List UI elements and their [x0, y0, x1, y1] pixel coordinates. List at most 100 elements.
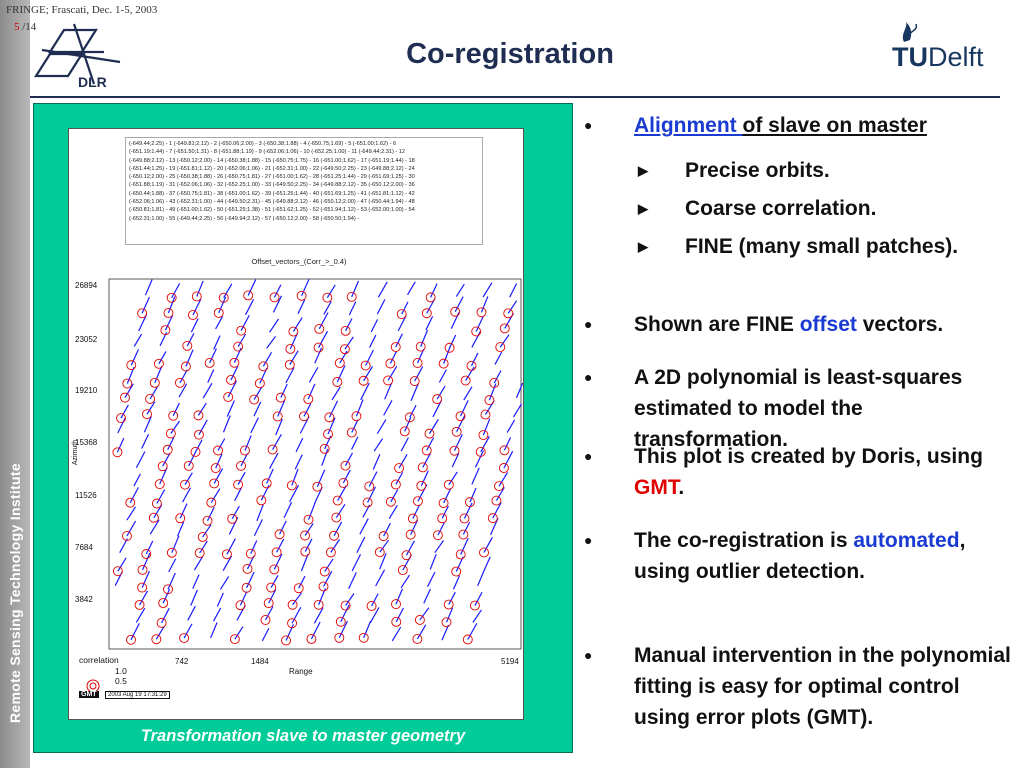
offset-vector	[351, 436, 359, 450]
offset-vector	[126, 520, 137, 537]
offset-vector	[192, 298, 202, 316]
offset-vector	[410, 383, 419, 401]
correlation-circle	[227, 513, 238, 524]
bullet-text: Shown are FINE	[634, 313, 800, 336]
offset-vector	[190, 318, 199, 333]
offset-vector	[387, 365, 398, 381]
correlation-circle	[261, 478, 272, 489]
offset-word: offset	[799, 313, 857, 336]
offset-vector	[321, 448, 329, 466]
correlation-circle	[331, 512, 342, 523]
offset-vector	[445, 607, 454, 623]
correlation-circle	[137, 308, 148, 319]
offset-vector	[240, 314, 250, 331]
offset-vector	[420, 470, 429, 487]
offset-vector	[370, 319, 379, 333]
x-axis-label: Range	[289, 667, 313, 676]
offset-vector	[401, 301, 409, 315]
offset-vector	[342, 469, 351, 484]
offset-vector	[219, 576, 230, 590]
offset-vector	[405, 540, 415, 556]
correlation-circle	[322, 292, 333, 303]
offset-vector	[441, 624, 449, 641]
offset-vector	[179, 369, 188, 384]
correlation-circle	[194, 429, 204, 440]
offset-vector	[420, 329, 429, 347]
offset-vector	[453, 434, 463, 451]
correlation-circle	[465, 497, 475, 508]
correlation-circle	[293, 583, 304, 594]
offset-vector	[493, 370, 502, 384]
alignment-link[interactable]: Alignment	[634, 114, 743, 137]
offset-vector	[133, 333, 143, 347]
correlation-circle	[284, 359, 295, 370]
offset-vector	[376, 299, 386, 315]
offset-vector	[400, 437, 409, 452]
sub-bullet-text: Coarse correlation.	[685, 197, 877, 220]
bullet-dot-icon: ●	[584, 316, 593, 332]
offset-vector	[266, 468, 274, 484]
offset-vector	[119, 538, 128, 554]
automated-word: automated	[853, 529, 960, 552]
offset-vector	[423, 588, 431, 604]
correlation-circle	[475, 446, 486, 457]
correlation-circle	[122, 378, 133, 389]
offset-vector	[272, 295, 283, 313]
correlation-circle	[346, 291, 357, 302]
offset-vector	[441, 505, 449, 519]
correlation-circle	[340, 460, 351, 471]
bullet-dot-icon: ●	[584, 448, 593, 464]
correlation-circle	[223, 392, 234, 403]
offset-vector	[426, 437, 435, 451]
offset-vector	[199, 540, 208, 554]
offset-vector	[391, 626, 402, 642]
offset-vector	[377, 281, 388, 298]
offset-vector	[463, 502, 473, 519]
offset-vector	[156, 489, 166, 504]
correlation-circle	[266, 582, 277, 593]
offset-vector	[213, 335, 221, 350]
correlation-circle	[112, 566, 123, 577]
correlation-circle	[391, 599, 401, 610]
correlation-circle	[498, 463, 509, 473]
offset-table-row: (-651.44;1.25) - 19 (-651.81;1.12) - 20 …	[129, 165, 415, 172]
offset-vector	[363, 620, 372, 638]
correlation-circle	[325, 547, 336, 558]
offset-vector	[419, 607, 430, 621]
offset-vector	[404, 416, 412, 432]
bullet-dot-icon: ●	[584, 117, 593, 133]
correlation-circle	[182, 340, 193, 351]
correlation-circle	[166, 547, 177, 558]
y-tick: 11526	[75, 491, 97, 500]
correlation-circle	[137, 564, 148, 575]
correlation-circle	[443, 479, 454, 490]
offset-vector	[459, 400, 469, 417]
correlation-circle	[462, 634, 473, 645]
offset-vector	[129, 487, 139, 503]
offset-vector	[183, 623, 193, 639]
correlation-circle	[163, 308, 174, 318]
offset-vector	[206, 506, 215, 521]
offset-vector	[184, 472, 193, 485]
offset-vector	[197, 402, 207, 416]
offset-vector	[172, 402, 180, 416]
correlation-circle	[175, 513, 186, 524]
dlr-label: DLR	[78, 74, 107, 90]
correlation-circle	[458, 529, 469, 540]
offset-vector	[515, 382, 523, 399]
offset-vector	[434, 540, 445, 554]
offset-vector	[275, 419, 283, 436]
offset-vector	[130, 349, 140, 366]
dlr-logo-icon	[34, 23, 121, 85]
sidebar: Remote Sensing Technology Institute	[0, 0, 30, 768]
correlation-legend-title: correlation	[79, 655, 119, 665]
offset-vector	[130, 622, 140, 641]
offset-vector	[300, 553, 309, 572]
alignment-text: of slave on master	[742, 114, 927, 137]
offset-vector	[344, 336, 354, 350]
offset-vector	[117, 557, 127, 572]
offset-vector	[120, 404, 129, 419]
offset-vector	[244, 435, 252, 451]
plot-area-frame	[108, 278, 522, 650]
offset-vector	[307, 502, 316, 520]
